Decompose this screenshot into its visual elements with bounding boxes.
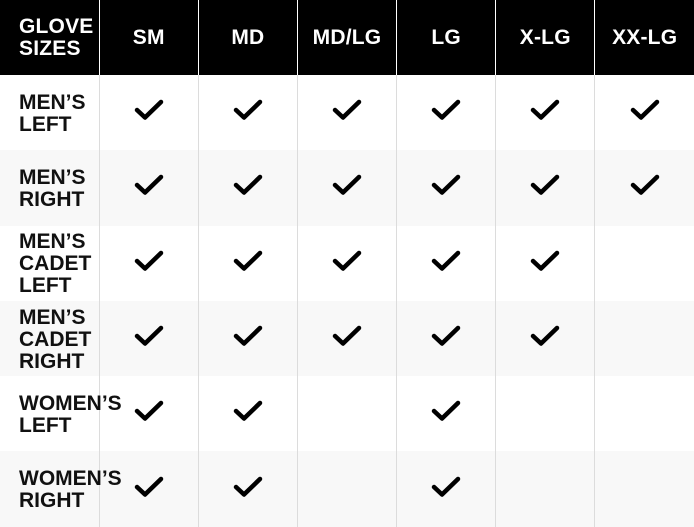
size-cell: [98, 300, 199, 377]
table-row: MEN’S CADET RIGHT: [0, 300, 694, 377]
title-line: GLOVE: [19, 14, 94, 38]
size-cell: [197, 150, 298, 226]
row-label: WOMEN’S LEFT: [0, 376, 122, 451]
table-row: WOMEN’S LEFT: [0, 376, 694, 452]
title-line: SIZES: [19, 36, 81, 60]
size-cell: [197, 225, 298, 301]
checkmark-icon: [332, 250, 362, 272]
size-header: LG: [396, 0, 496, 75]
row-label: MEN’S CADET RIGHT: [0, 300, 100, 377]
checkmark-icon: [332, 174, 362, 196]
size-cell: [396, 451, 496, 527]
label-line: CADET RIGHT: [19, 327, 92, 373]
size-cell: [396, 376, 496, 452]
checkmark-icon: [630, 174, 660, 196]
size-header: XX-LG: [594, 0, 694, 75]
header-title: GLOVE SIZES: [0, 0, 100, 75]
checkmark-icon: [134, 250, 164, 272]
checkmark-icon: [134, 400, 164, 422]
size-cell: [495, 225, 595, 301]
checkmark-icon: [233, 250, 263, 272]
size-cell: [396, 150, 496, 226]
label-line: RIGHT: [19, 187, 85, 211]
checkmark-icon: [431, 476, 461, 498]
size-cell: [98, 225, 199, 301]
size-cell: [396, 300, 496, 377]
size-cell: [495, 451, 595, 527]
size-cell: [594, 225, 694, 301]
checkmark-icon: [530, 99, 560, 121]
checkmark-icon: [630, 99, 660, 121]
checkmark-icon: [530, 250, 560, 272]
size-cell: [98, 75, 199, 151]
table-row: MEN’S LEFT: [0, 75, 694, 151]
checkmark-icon: [233, 400, 263, 422]
checkmark-icon: [134, 99, 164, 121]
row-label: WOMEN’S RIGHT: [0, 451, 122, 527]
size-cell: [495, 75, 595, 151]
checkmark-icon: [134, 174, 164, 196]
size-cell: [396, 225, 496, 301]
header-row: GLOVE SIZES SM MD MD/LG LG X-LG XX-LG: [0, 0, 694, 75]
size-cell: [98, 150, 199, 226]
table-row: MEN’S CADET LEFT: [0, 225, 694, 301]
size-cell: [98, 376, 199, 452]
checkmark-icon: [233, 325, 263, 347]
row-label: MEN’S CADET LEFT: [0, 226, 99, 301]
checkmark-icon: [530, 325, 560, 347]
checkmark-icon: [431, 99, 461, 121]
size-cell: [396, 75, 496, 151]
checkmark-icon: [233, 476, 263, 498]
label-line: MEN’S: [19, 90, 86, 114]
size-cell: [197, 300, 298, 377]
size-cell: [296, 75, 397, 151]
size-cell: [594, 75, 694, 151]
label-line: WOMEN’S: [19, 391, 122, 415]
size-cell: [296, 300, 397, 377]
size-cell: [594, 150, 694, 226]
label-line: CADET LEFT: [19, 252, 92, 298]
label-line: WOMEN’S: [19, 467, 122, 491]
size-cell: [594, 451, 694, 527]
checkmark-icon: [530, 174, 560, 196]
checkmark-icon: [134, 325, 164, 347]
size-cell: [495, 150, 595, 226]
size-cell: [594, 376, 694, 452]
checkmark-icon: [332, 325, 362, 347]
label-line: LEFT: [19, 112, 72, 136]
label-line: MEN’S: [19, 165, 86, 189]
size-cell: [197, 75, 298, 151]
table-row: WOMEN’S RIGHT: [0, 451, 694, 527]
checkmark-icon: [431, 250, 461, 272]
table-row: MEN’S RIGHT: [0, 150, 694, 226]
label-line: LEFT: [19, 413, 72, 437]
checkmark-icon: [431, 400, 461, 422]
size-cell: [98, 451, 199, 527]
size-cell: [495, 376, 595, 452]
size-header: X-LG: [495, 0, 595, 75]
size-cell: [296, 225, 397, 301]
size-header: SM: [98, 0, 199, 75]
checkmark-icon: [134, 476, 164, 498]
label-line: MEN’S: [19, 230, 86, 254]
checkmark-icon: [233, 174, 263, 196]
size-cell: [296, 451, 397, 527]
row-label: MEN’S LEFT: [0, 75, 99, 150]
size-cell: [296, 150, 397, 226]
size-header: MD: [197, 0, 298, 75]
size-cell: [296, 376, 397, 452]
size-cell: [197, 451, 298, 527]
checkmark-icon: [431, 325, 461, 347]
label-line: MEN’S: [19, 305, 86, 329]
checkmark-icon: [233, 99, 263, 121]
row-label: MEN’S RIGHT: [0, 150, 100, 226]
checkmark-icon: [431, 174, 461, 196]
size-header: MD/LG: [296, 0, 397, 75]
size-cell: [197, 376, 298, 452]
checkmark-icon: [332, 99, 362, 121]
size-cell: [594, 300, 694, 377]
label-line: RIGHT: [19, 489, 85, 513]
size-cell: [495, 300, 595, 377]
